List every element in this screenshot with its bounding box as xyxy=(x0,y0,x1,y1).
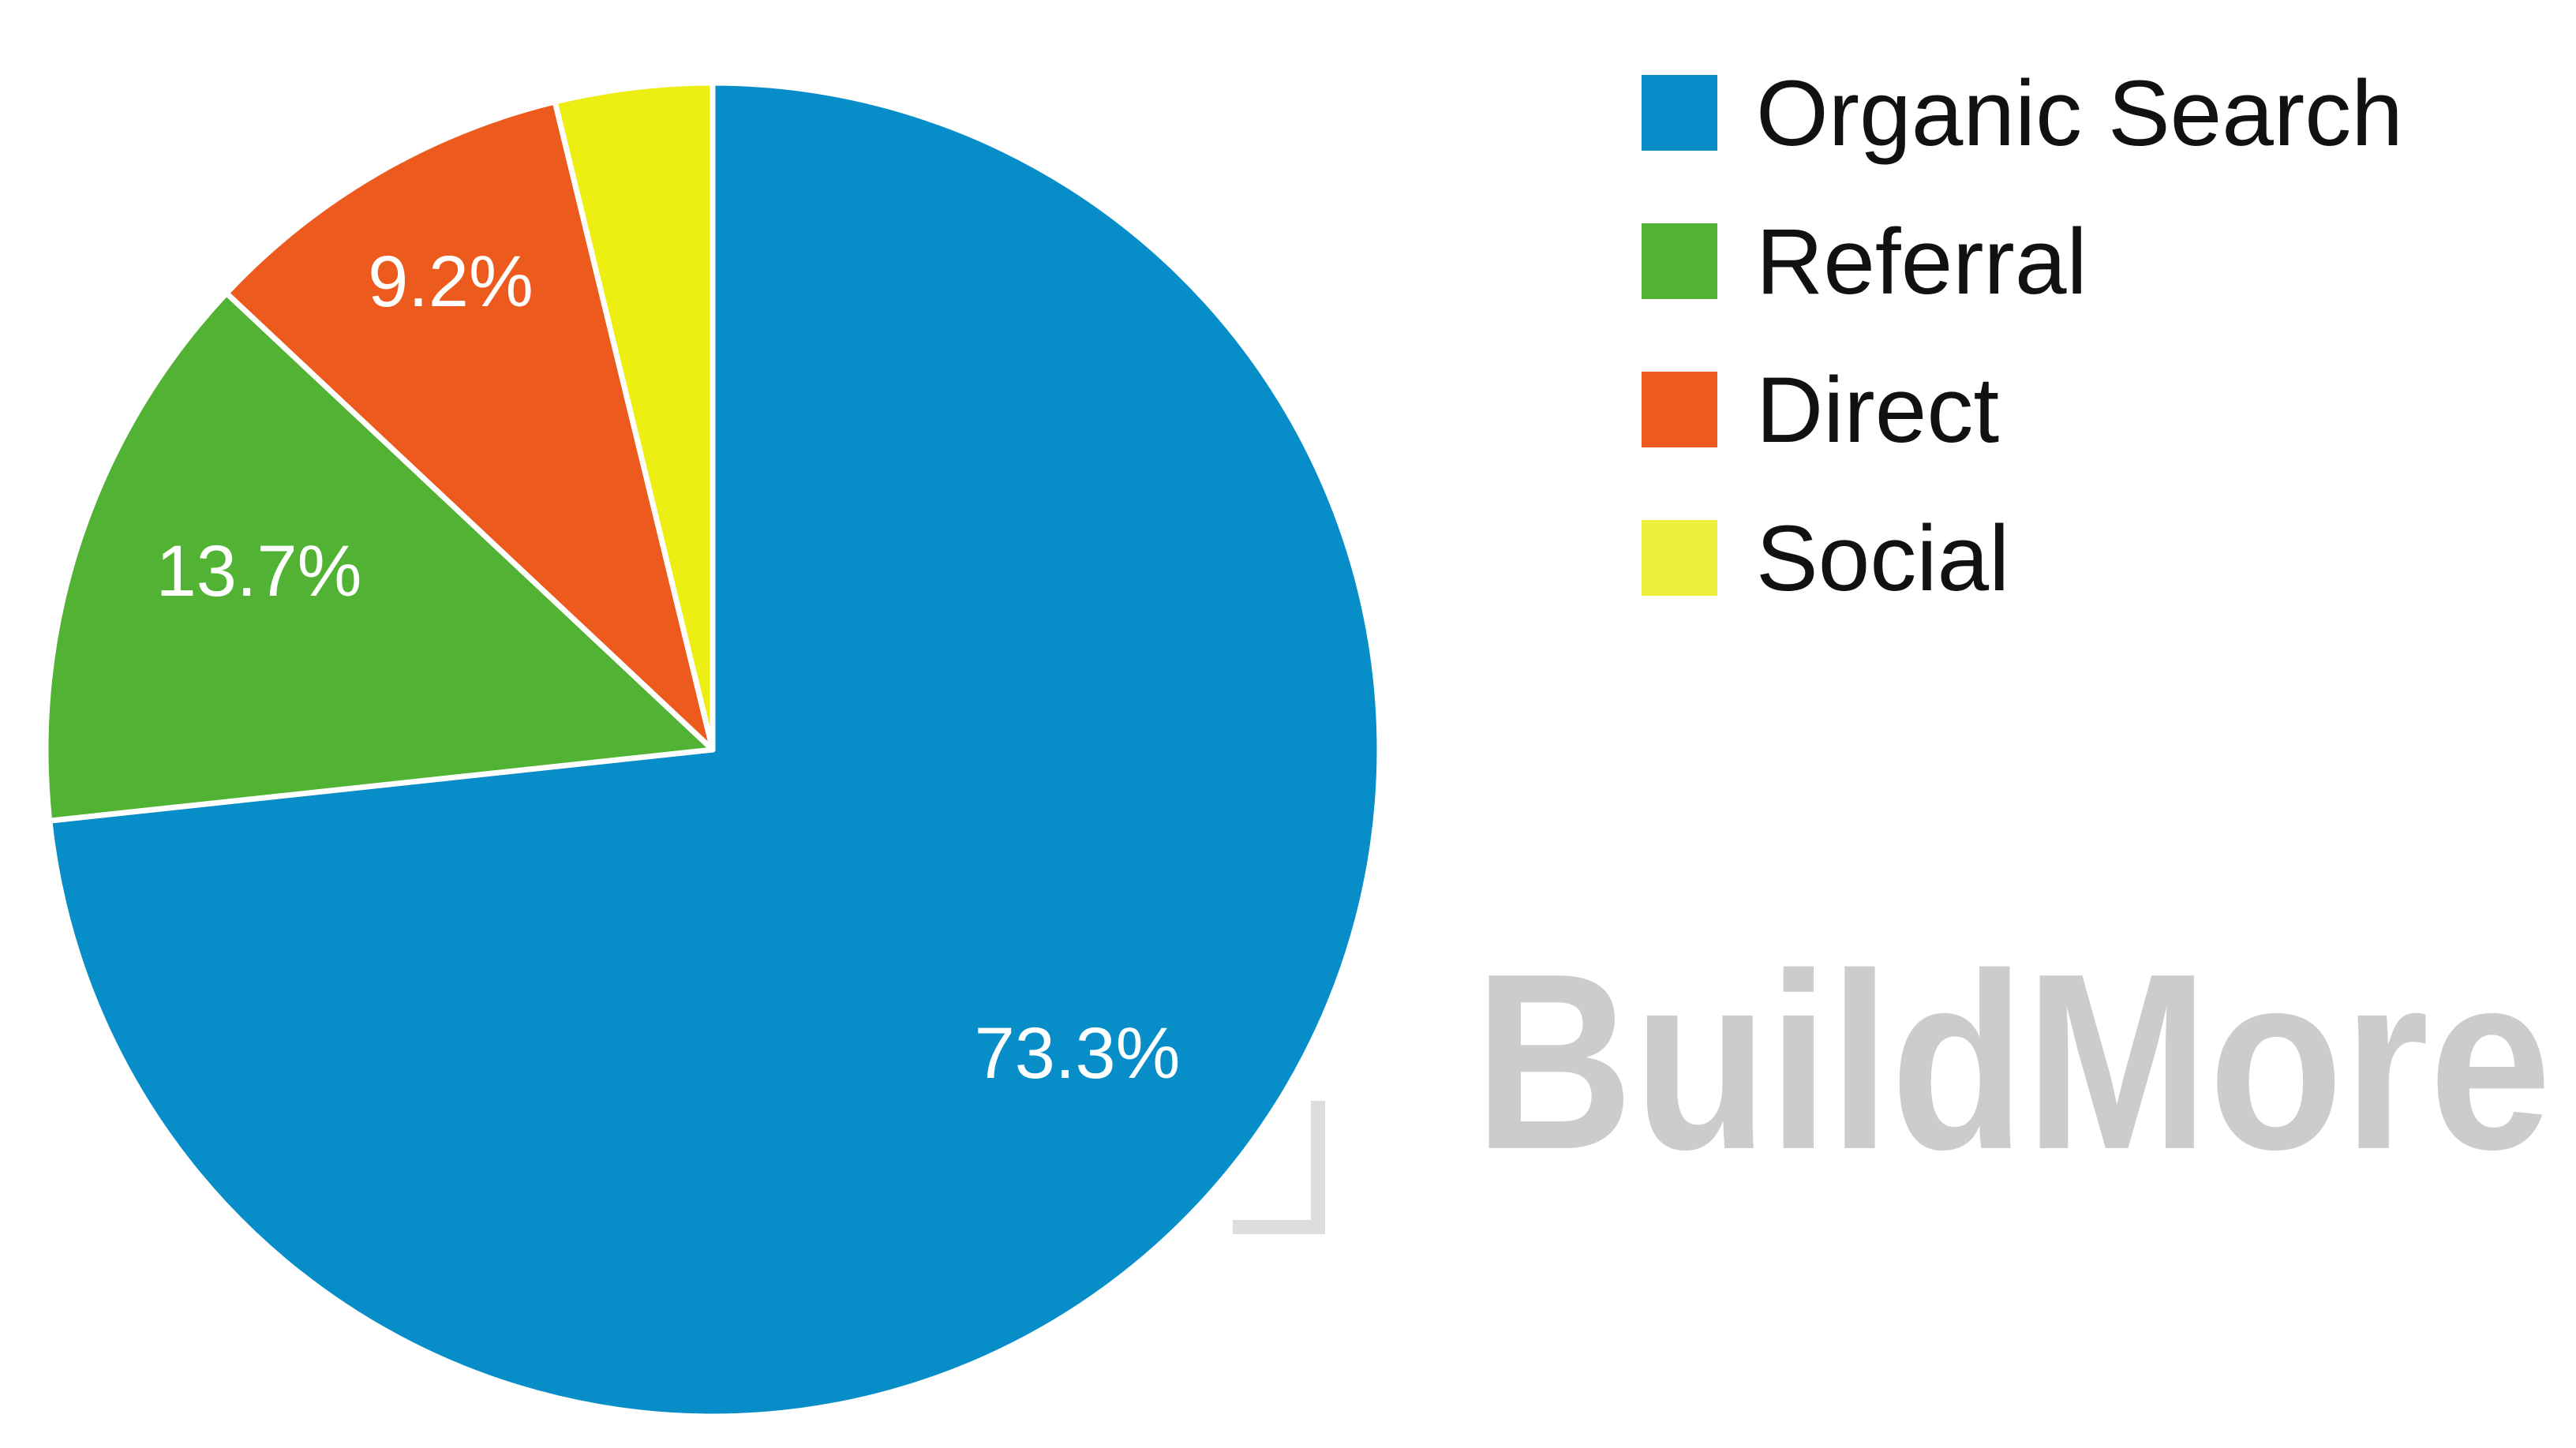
legend-label-direct: Direct xyxy=(1756,358,1999,462)
pie-slice-social xyxy=(552,80,716,753)
legend-swatch-direct xyxy=(1642,372,1717,447)
watermark-text: BuildMore xyxy=(1474,922,2552,1202)
legend-label-social: Social xyxy=(1756,507,2009,611)
slice-label-direct: 9.2% xyxy=(368,241,534,322)
legend: Organic Search Referral Direct Social xyxy=(1642,62,2403,611)
legend-swatch-social xyxy=(1642,520,1717,596)
legend-swatch-organic-search xyxy=(1642,75,1717,151)
legend-swatch-referral xyxy=(1642,223,1717,299)
watermark-logo: BuildMore xyxy=(1233,922,2552,1234)
pie-slices xyxy=(43,80,1383,1420)
legend-label-organic-search: Organic Search xyxy=(1756,62,2403,166)
pie-slice-referral xyxy=(43,290,716,824)
pie-slice-labels: 73.3% 13.7% 9.2% xyxy=(156,241,1181,1094)
watermark-corner-mark xyxy=(1233,1101,1325,1234)
pie-slice-direct xyxy=(223,99,716,753)
slice-label-referral: 13.7% xyxy=(156,531,362,612)
legend-label-referral: Referral xyxy=(1756,210,2087,314)
slice-label-organic-search: 73.3% xyxy=(975,1013,1181,1094)
